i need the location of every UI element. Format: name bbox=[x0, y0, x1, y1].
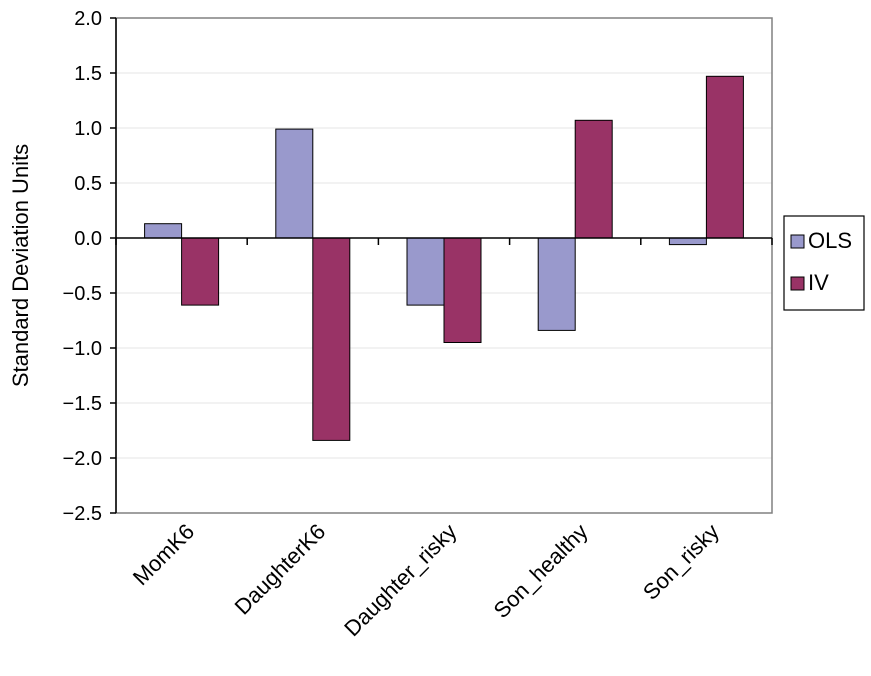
legend-swatch-iv bbox=[790, 276, 805, 291]
legend-swatch-ols bbox=[790, 234, 805, 249]
category-label-son_healthy: Son_healthy bbox=[489, 519, 593, 623]
legend-label-ols: OLS bbox=[808, 228, 852, 253]
y-tick-label: −2.5 bbox=[63, 503, 102, 525]
y-tick-label: −2.0 bbox=[63, 448, 102, 470]
y-tick-label: 0.5 bbox=[74, 173, 102, 195]
bar-iv-son_healthy bbox=[574, 119, 613, 239]
bar-iv-daughter_risky bbox=[443, 237, 482, 343]
bar-ols-son_risky bbox=[668, 237, 707, 246]
category-label-son_risky: Son_risky bbox=[638, 519, 724, 605]
y-tick-label: −1.5 bbox=[63, 393, 102, 415]
y-tick-label: 0.0 bbox=[74, 228, 102, 250]
bar-ols-daughterk6 bbox=[275, 128, 314, 239]
y-tick-label: −0.5 bbox=[63, 283, 102, 305]
y-tick-label: 1.5 bbox=[74, 63, 102, 85]
axes bbox=[110, 17, 773, 514]
legend-label-iv: IV bbox=[808, 270, 829, 295]
category-label-daughter_risky: Daughter_risky bbox=[339, 519, 461, 641]
bar-iv-momk6 bbox=[181, 237, 220, 306]
bars bbox=[144, 75, 744, 441]
legend: OLS IV bbox=[783, 215, 865, 311]
bar-iv-daughterk6 bbox=[312, 237, 351, 441]
bar-ols-son_healthy bbox=[537, 237, 576, 331]
bar-ols-momk6 bbox=[144, 223, 183, 239]
bar-iv-son_risky bbox=[705, 75, 744, 239]
y-tick-label: 2.0 bbox=[74, 8, 102, 30]
category-label-momk6: MomK6 bbox=[128, 519, 199, 590]
bar-ols-daughter_risky bbox=[406, 237, 445, 306]
y-axis-title: Standard Deviation Units bbox=[8, 144, 33, 387]
legend-box bbox=[783, 215, 865, 311]
category-label-daughterk6: DaughterK6 bbox=[230, 519, 331, 620]
y-tick-label: 1.0 bbox=[74, 118, 102, 140]
y-tick-label: −1.0 bbox=[63, 338, 102, 360]
